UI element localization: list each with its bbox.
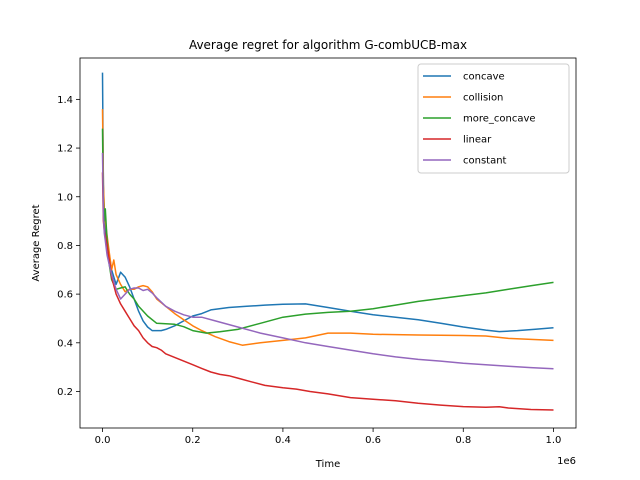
series-line-linear [101,172,554,411]
series-line-constant [101,152,554,370]
legend-box [417,63,570,174]
y-axis: 0.2 0.4 0.6 0.8 1.0 1.2 1.4 [57,95,80,398]
y-tick-label: 1.4 [57,95,73,106]
legend-label-constant: constant [463,156,507,167]
y-tick-label: 0.2 [57,387,73,398]
legend-label-linear: linear [463,135,492,146]
y-tick-label: 1.0 [57,192,73,203]
chart-title: Average regret for algorithm G-combUCB-m… [189,38,467,52]
y-tick-label: 0.4 [57,338,73,349]
x-tick-label: 0.0 [95,435,111,446]
plot-frame [79,57,577,429]
x-tick-label: 0.2 [185,435,201,446]
legend-label-collision: collision [463,93,503,104]
plot-lines [101,72,554,411]
y-tick-label: 0.8 [57,241,73,252]
legend-label-more-concave: more_concave [463,114,536,125]
x-axis-label: Time [315,459,340,470]
x-tick-label: 0.4 [275,435,291,446]
x-axis-offset-label: 1e6 [557,456,576,467]
x-tick-label: 0.6 [365,435,381,446]
x-tick-label: 1.0 [546,435,562,446]
x-tick-label: 0.8 [455,435,471,446]
x-axis: 0.0 0.2 0.4 0.6 0.8 1.0 [95,428,562,446]
y-tick-label: 1.2 [57,144,73,155]
legend-label-concave: concave [463,72,505,83]
y-tick-label: 0.6 [57,290,73,301]
y-axis-label: Average Regret [31,204,42,281]
